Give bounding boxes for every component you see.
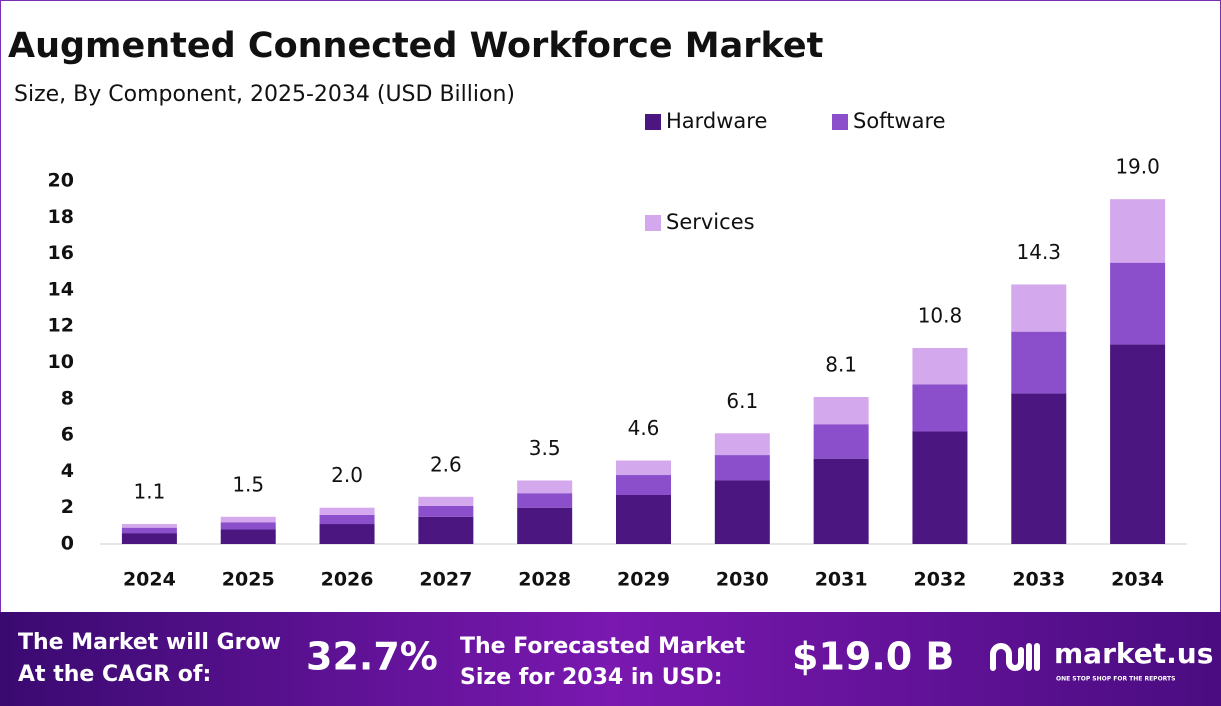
legend-swatch <box>832 114 848 130</box>
bar-segment <box>912 347 968 385</box>
total-label: 8.1 <box>825 352 857 376</box>
bar-segment <box>1110 199 1166 263</box>
bar-segment <box>121 527 177 534</box>
bar-segment <box>418 505 474 517</box>
bar-segment <box>220 529 276 544</box>
x-tick-label: 2032 <box>914 569 967 591</box>
y-tick-label: 16 <box>48 242 74 264</box>
total-label: 4.6 <box>628 416 660 440</box>
bar-segment <box>319 524 375 544</box>
bar-segment <box>616 460 671 476</box>
footer-band <box>0 612 1221 706</box>
bar-segment <box>418 496 474 506</box>
y-tick-label: 0 <box>61 533 74 555</box>
brand: market.us <box>1054 637 1213 670</box>
bar-segment <box>616 494 671 544</box>
y-tick-label: 4 <box>61 460 74 482</box>
brand-logo <box>990 643 1040 671</box>
total-label: 1.1 <box>134 480 166 504</box>
bar-segment <box>1110 344 1166 544</box>
y-tick-label: 10 <box>48 351 74 373</box>
y-tick-label: 18 <box>48 206 74 228</box>
bar-segment <box>1011 393 1067 544</box>
forecast-value: $19.0 B <box>792 635 954 679</box>
total-label: 1.5 <box>232 472 264 496</box>
total-label: 6.1 <box>726 389 758 413</box>
brand-tagline: ONE STOP SHOP FOR THE REPORTS <box>1056 676 1175 683</box>
x-tick-label: 2033 <box>1012 569 1065 591</box>
legend-swatch <box>645 114 661 130</box>
bar-segment <box>1011 331 1067 394</box>
bar-segment <box>319 507 375 515</box>
forecast-label: The Forecasted Market <box>460 634 746 659</box>
total-label: 14.3 <box>1017 240 1062 264</box>
chart-subtitle: Size, By Component, 2025-2034 (USD Billi… <box>14 82 515 107</box>
x-tick-label: 2029 <box>617 569 670 591</box>
bar-segment <box>121 533 177 544</box>
bar-segment <box>319 514 375 525</box>
total-label: 2.6 <box>430 452 462 476</box>
legend-label: Services <box>666 210 755 234</box>
y-tick-label: 6 <box>61 424 74 446</box>
y-tick-label: 2 <box>61 496 74 518</box>
x-tick-label: 2026 <box>321 569 374 591</box>
x-tick-label: 2024 <box>123 569 176 591</box>
total-label: 19.0 <box>1115 155 1160 179</box>
bar-segment <box>813 424 869 459</box>
bar-segment <box>418 516 474 544</box>
cagr-label: At the CAGR of: <box>18 662 211 687</box>
bar-segment <box>1011 284 1067 332</box>
total-label: 10.8 <box>918 303 963 327</box>
total-label: 3.5 <box>529 436 561 460</box>
bar-segment <box>517 480 573 494</box>
bar-segment <box>813 396 869 425</box>
legend-label: Hardware <box>666 109 767 133</box>
bar-segment <box>912 431 968 544</box>
x-tick-label: 2034 <box>1111 569 1164 591</box>
y-tick-label: 12 <box>48 315 74 337</box>
bar-segment <box>121 524 177 528</box>
bar-segment <box>517 507 573 544</box>
x-tick-label: 2028 <box>518 569 571 591</box>
bar-segment <box>220 522 276 530</box>
forecast-label: Size for 2034 in USD: <box>460 665 723 690</box>
y-tick-label: 8 <box>61 387 74 409</box>
cagr-value: 32.7% <box>306 635 438 679</box>
bar-segment <box>813 458 869 544</box>
y-tick-label: 14 <box>48 278 74 300</box>
bar-segment <box>912 384 968 432</box>
x-tick-label: 2025 <box>222 569 275 591</box>
x-tick-label: 2030 <box>716 569 769 591</box>
bar-segment <box>714 433 770 456</box>
bar-segment <box>1110 262 1166 345</box>
bar-segment <box>714 455 770 481</box>
bar-segment <box>714 480 770 544</box>
bar-segment <box>616 475 671 495</box>
x-tick-label: 2031 <box>815 569 868 591</box>
total-label: 2.0 <box>331 463 363 487</box>
legend-label: Software <box>853 109 946 133</box>
legend-swatch <box>645 215 661 231</box>
bar-segment <box>220 516 276 523</box>
bar-segment <box>517 493 573 508</box>
chart-title: Augmented Connected Workforce Market <box>8 26 823 66</box>
y-tick-label: 20 <box>48 170 74 192</box>
cagr-label: The Market will Grow <box>18 630 281 655</box>
x-tick-label: 2027 <box>419 569 472 591</box>
